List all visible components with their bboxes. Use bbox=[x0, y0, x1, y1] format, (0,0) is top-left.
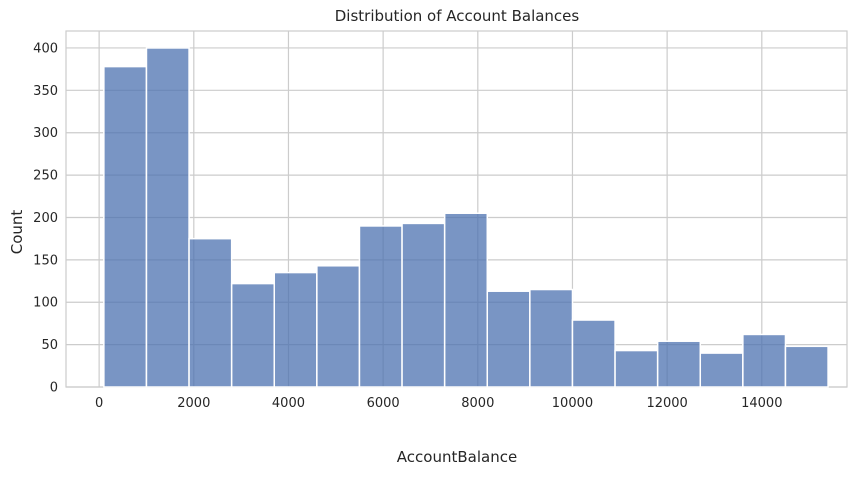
x-tick-label: 10000 bbox=[552, 396, 593, 411]
histogram-bar bbox=[529, 288, 574, 388]
x-tick-label: 0 bbox=[95, 396, 103, 411]
y-tick-label: 300 bbox=[33, 126, 58, 141]
x-axis-label: AccountBalance bbox=[397, 448, 517, 466]
histogram-bar bbox=[273, 271, 318, 388]
x-tick-label: 14000 bbox=[741, 396, 782, 411]
y-tick-label: 150 bbox=[33, 253, 58, 268]
y-axis-label: Count bbox=[8, 210, 26, 255]
x-tick-label: 6000 bbox=[367, 396, 400, 411]
y-tick-label: 250 bbox=[33, 169, 58, 184]
chart-title: Distribution of Account Balances bbox=[335, 7, 580, 25]
y-tick-label: 50 bbox=[41, 338, 58, 353]
y-tick-label: 400 bbox=[33, 41, 58, 56]
x-tick-label: 4000 bbox=[272, 396, 305, 411]
x-tick-label: 2000 bbox=[177, 396, 210, 411]
histogram-bar bbox=[486, 290, 531, 388]
ticks-layer: 0 2000 4000 6000 8000 10000 12000 14000 0 50 100 15… bbox=[33, 41, 782, 411]
histogram-bar bbox=[699, 352, 744, 388]
y-tick-label: 0 bbox=[50, 381, 58, 396]
histogram-bar bbox=[188, 237, 233, 388]
x-tick-label: 8000 bbox=[461, 396, 494, 411]
histogram-bar bbox=[145, 47, 190, 388]
histogram-bar bbox=[443, 212, 489, 388]
histogram-bar bbox=[230, 282, 276, 388]
x-tick-label: 12000 bbox=[646, 396, 687, 411]
bars-layer bbox=[103, 47, 829, 388]
histogram-bar bbox=[614, 349, 659, 388]
histogram-bar bbox=[316, 265, 361, 388]
histogram-bar bbox=[656, 340, 702, 388]
histogram-bar bbox=[742, 333, 787, 388]
histogram-bar bbox=[784, 345, 829, 388]
histogram-bar bbox=[103, 65, 148, 388]
y-tick-label: 200 bbox=[33, 211, 58, 226]
histogram-bar bbox=[401, 222, 446, 388]
y-tick-label: 100 bbox=[33, 296, 58, 311]
histogram-bar bbox=[358, 225, 403, 388]
y-tick-label: 350 bbox=[33, 84, 58, 99]
histogram-bar bbox=[571, 319, 616, 388]
